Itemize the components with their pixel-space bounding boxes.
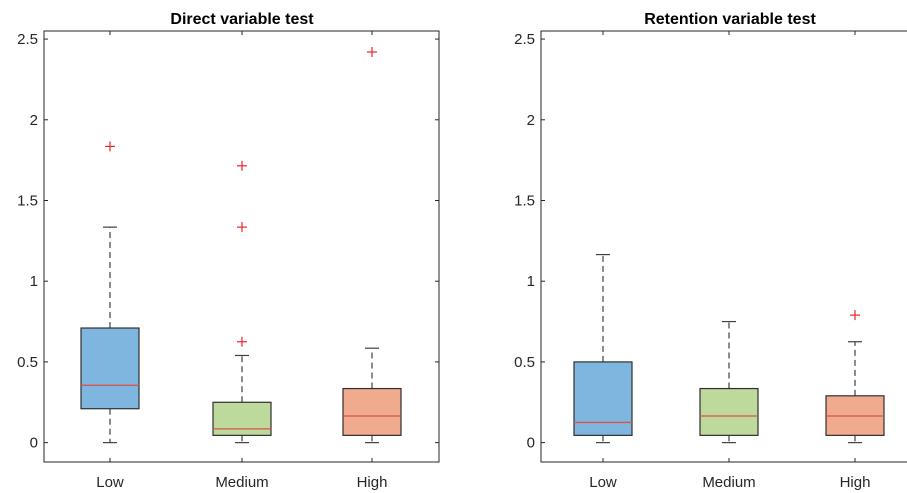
y-tick-label: 1.5 xyxy=(17,192,38,209)
y-tick-label: 0 xyxy=(527,435,535,452)
y-tick-label: 0.5 xyxy=(17,354,38,371)
plot-frame xyxy=(540,30,907,463)
box-iqr xyxy=(573,361,633,436)
box-low xyxy=(573,253,633,444)
chart-direct-variable-test: Direct variable test 0 0.5 1 1.5 2 2.5 L… xyxy=(17,11,440,491)
box-iqr xyxy=(80,327,140,410)
outlier-marker xyxy=(105,141,115,152)
y-tick-label: 1.5 xyxy=(514,192,535,209)
x-tick-label: High xyxy=(357,474,388,491)
x-axis: Low Medium High xyxy=(589,474,870,491)
box-high xyxy=(825,310,885,444)
x-axis: Low Medium High xyxy=(96,474,387,491)
x-tick-label: Low xyxy=(96,474,124,491)
box-iqr xyxy=(342,387,402,436)
chart-title: Retention variable test xyxy=(644,11,816,28)
y-axis: 0 0.5 1 1.5 2 2.5 xyxy=(514,31,535,452)
x-tick-label: Low xyxy=(589,474,617,491)
box-medium xyxy=(212,160,272,444)
box-medium xyxy=(699,320,759,444)
box-marks xyxy=(44,31,439,462)
y-tick-label: 0.5 xyxy=(514,354,535,371)
box-iqr xyxy=(212,401,272,436)
box-iqr xyxy=(699,387,759,436)
y-tick-label: 2 xyxy=(527,112,535,129)
y-tick-label: 2.5 xyxy=(514,31,535,48)
y-tick-label: 2 xyxy=(30,112,38,129)
outlier-marker xyxy=(237,336,247,347)
outlier-marker xyxy=(237,222,247,233)
outlier-marker xyxy=(237,160,247,171)
y-tick-label: 0 xyxy=(30,435,38,452)
x-tick-label: Medium xyxy=(702,474,755,491)
y-tick-label: 2.5 xyxy=(17,31,38,48)
chart-retention-variable-test: Retention variable test 0 0.5 1 1.5 2 2.… xyxy=(514,11,907,491)
y-axis: 0 0.5 1 1.5 2 2.5 xyxy=(17,31,38,452)
outlier-marker xyxy=(850,310,860,321)
outlier-marker xyxy=(367,46,377,57)
box-high xyxy=(342,46,402,444)
box-marks xyxy=(541,31,885,462)
x-tick-label: High xyxy=(840,474,871,491)
box-low xyxy=(80,141,140,444)
x-tick-label: Medium xyxy=(215,474,268,491)
y-tick-label: 1 xyxy=(527,273,535,290)
y-tick-label: 1 xyxy=(30,273,38,290)
chart-title: Direct variable test xyxy=(170,11,314,28)
